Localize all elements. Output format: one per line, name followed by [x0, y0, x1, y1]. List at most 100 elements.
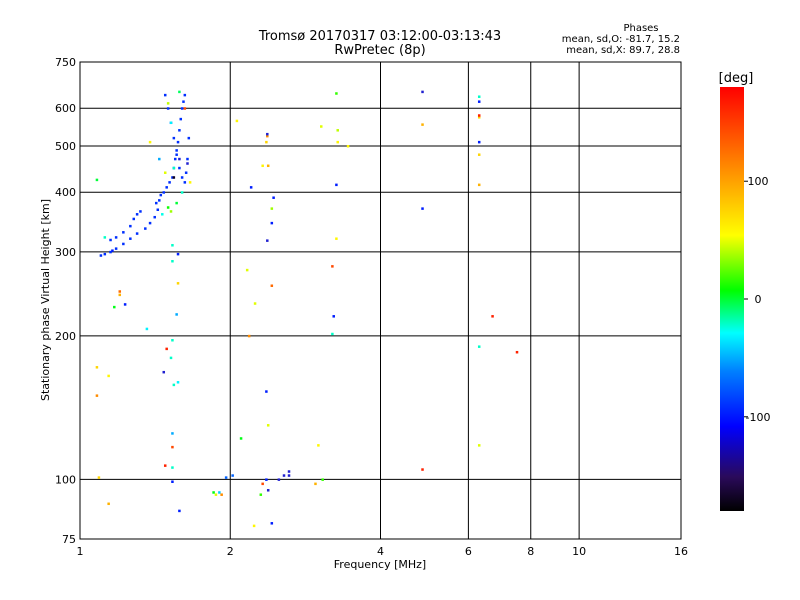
data-point — [95, 366, 99, 369]
colorbar — [720, 87, 744, 511]
data-point — [265, 390, 268, 393]
data-point — [477, 345, 481, 348]
y-tick-label: 200 — [55, 330, 76, 343]
data-point — [335, 237, 338, 240]
trace-point — [159, 193, 163, 197]
data-point — [172, 383, 176, 387]
data-point — [183, 107, 187, 110]
data-point — [172, 176, 176, 179]
data-point — [477, 140, 481, 144]
data-point — [171, 259, 174, 263]
data-point — [107, 502, 110, 506]
trace-point — [114, 247, 118, 250]
stats-x-mode: mean, sd,X: 89.7, 28.8 — [566, 45, 680, 56]
data-point — [171, 432, 174, 435]
trace-point — [166, 107, 170, 110]
data-points — [95, 90, 519, 528]
trace-point — [187, 136, 191, 140]
data-point — [95, 394, 99, 397]
data-point — [287, 470, 291, 473]
colorbar-tick-label: -100 — [746, 411, 771, 424]
trace-point — [132, 217, 136, 221]
x-tick-label: 6 — [465, 545, 472, 558]
trace-point — [135, 213, 139, 216]
data-point — [169, 356, 173, 360]
data-point — [218, 491, 221, 494]
data-point — [212, 491, 215, 494]
data-point — [171, 244, 174, 247]
data-point — [188, 181, 192, 184]
data-point — [165, 347, 168, 351]
data-point — [491, 315, 494, 318]
trace-point — [175, 149, 178, 152]
y-axis-label: Stationary phase Virtual Height [km] — [39, 199, 52, 401]
data-point — [176, 381, 180, 384]
colorbar-ticks: 100 0 -100 — [744, 175, 770, 424]
data-point — [178, 157, 181, 161]
trace-point — [129, 237, 132, 240]
data-point — [335, 183, 338, 187]
trace-point — [183, 93, 187, 97]
data-point — [171, 445, 174, 449]
trace-point — [156, 208, 160, 211]
y-tick-label: 300 — [55, 246, 76, 259]
data-point — [282, 474, 286, 477]
data-point — [186, 162, 189, 165]
data-point — [175, 313, 178, 316]
trace-point — [148, 221, 152, 225]
data-point — [180, 191, 184, 194]
data-point — [175, 201, 178, 205]
data-point — [272, 196, 275, 199]
data-point — [176, 282, 180, 285]
x-tick-label: 16 — [674, 545, 688, 558]
data-point — [317, 444, 320, 447]
data-point — [266, 132, 269, 136]
data-point — [172, 166, 176, 170]
data-point — [249, 186, 253, 189]
data-point — [336, 140, 339, 144]
data-point — [158, 157, 161, 161]
y-tick-label: 600 — [55, 102, 76, 115]
data-point — [515, 350, 519, 354]
x-tick-label: 10 — [572, 545, 586, 558]
data-point — [161, 213, 164, 216]
data-point — [421, 468, 424, 471]
grid-lines — [80, 62, 681, 539]
trace-point — [99, 254, 103, 257]
data-point — [166, 102, 170, 105]
trace-point — [172, 136, 176, 140]
data-point — [97, 476, 101, 479]
data-point — [332, 315, 335, 318]
y-tick-label: 500 — [55, 140, 76, 153]
trace-point — [180, 176, 184, 179]
data-point — [477, 444, 481, 447]
data-point — [231, 474, 234, 477]
data-point — [247, 334, 251, 338]
x-tick-label: 4 — [377, 545, 384, 558]
data-point — [314, 482, 317, 486]
data-point — [477, 183, 481, 187]
data-point — [266, 134, 269, 138]
trace-point — [173, 157, 177, 161]
data-point — [266, 164, 270, 168]
data-point — [148, 140, 152, 144]
trace-point — [178, 166, 181, 170]
data-point — [169, 210, 173, 213]
data-point — [421, 123, 424, 126]
trace-point — [153, 215, 156, 219]
chart-subtitle: RwPretec (8p) — [334, 43, 425, 58]
data-point — [270, 284, 274, 287]
colorbar-label: [deg] — [719, 71, 754, 86]
trace-point — [180, 107, 184, 110]
y-tick-label: 100 — [55, 473, 76, 486]
x-tick-label: 1 — [77, 545, 84, 558]
data-point — [477, 153, 481, 156]
x-tick-label: 8 — [527, 545, 534, 558]
data-point — [421, 90, 424, 94]
data-point — [163, 171, 167, 174]
data-point — [163, 464, 167, 467]
trace-point — [114, 236, 118, 239]
plot-frame — [79, 61, 682, 540]
data-point — [270, 522, 274, 525]
